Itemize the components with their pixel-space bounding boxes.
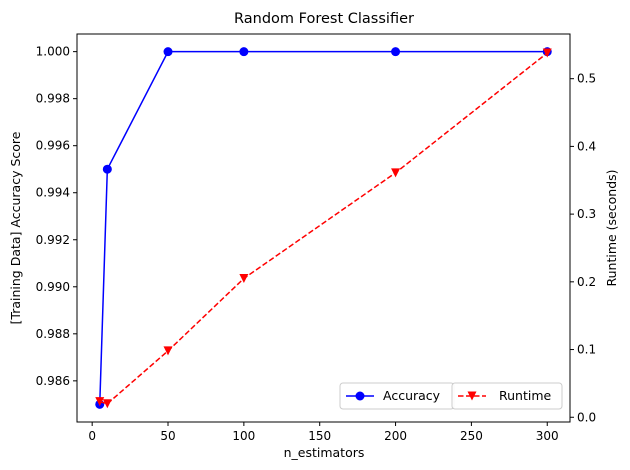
y-right-axis-label: Runtime (seconds): [604, 169, 619, 286]
plot-frame: [76, 33, 571, 423]
legend-accuracy-marker: [355, 391, 365, 401]
y-left-tick-label: 0.994: [36, 186, 70, 200]
accuracy-point: [391, 47, 401, 57]
x-tick-label: 300: [536, 429, 559, 443]
y-left-tick-label: 0.996: [36, 139, 70, 153]
x-tick-label: 200: [384, 429, 407, 443]
accuracy-point: [163, 47, 173, 57]
y-right-axis: 0.0 0.1 0.2 0.3 0.4 0.5: [570, 72, 596, 424]
accuracy-series-line: [99, 50, 548, 405]
runtime-point: [102, 399, 112, 409]
y-left-tick-label: 0.992: [36, 233, 70, 247]
runtime-point: [95, 397, 105, 407]
y-right-tick-label: 0.2: [577, 275, 596, 289]
y-right-tick-label: 0.3: [577, 207, 596, 221]
chart-title: Random Forest Classifier: [234, 11, 414, 27]
accuracy-point: [102, 164, 112, 174]
runtime-point: [542, 48, 552, 58]
x-tick-label: 250: [460, 429, 483, 443]
legend-runtime-marker: [467, 391, 477, 401]
y-left-tick-label: 1.000: [36, 45, 70, 59]
runtime-point: [391, 168, 401, 178]
y-left-axis-label: [Training Data] Accuracy Score: [8, 131, 23, 324]
y-right-tick-label: 0.1: [577, 343, 596, 357]
y-right-tick-label: 0.0: [577, 410, 596, 424]
y-left-tick-label: 0.990: [36, 280, 70, 294]
runtime-point: [163, 346, 173, 356]
legend-runtime-box: [451, 382, 563, 410]
y-right-tick-label: 0.5: [577, 72, 596, 86]
x-tick-label: 150: [308, 429, 331, 443]
runtime-series-line: [99, 52, 548, 405]
legend-accuracy-label: Accuracy: [383, 388, 441, 403]
x-tick-label: 50: [160, 429, 175, 443]
y-left-axis: 0.986 0.988 0.990 0.992 0.994 0.996 0.998 1.000: [36, 45, 77, 388]
y-left-tick-label: 0.986: [36, 374, 70, 388]
y-right-tick-label: 0.4: [577, 139, 596, 153]
y-left-tick-label: 0.998: [36, 92, 70, 106]
legend: Accuracy Runtime: [339, 382, 563, 410]
y-left-tick-label: 0.988: [36, 327, 70, 341]
runtime-point: [239, 273, 249, 283]
legend-runtime-label: Runtime: [499, 388, 552, 403]
x-tick-label: 100: [232, 429, 255, 443]
x-axis: 0 50 100 150 200 250 300: [88, 422, 559, 443]
accuracy-point: [239, 47, 249, 57]
x-axis-label: n_estimators: [284, 445, 365, 460]
x-tick-label: 0: [88, 429, 96, 443]
plot-area: [95, 47, 552, 409]
